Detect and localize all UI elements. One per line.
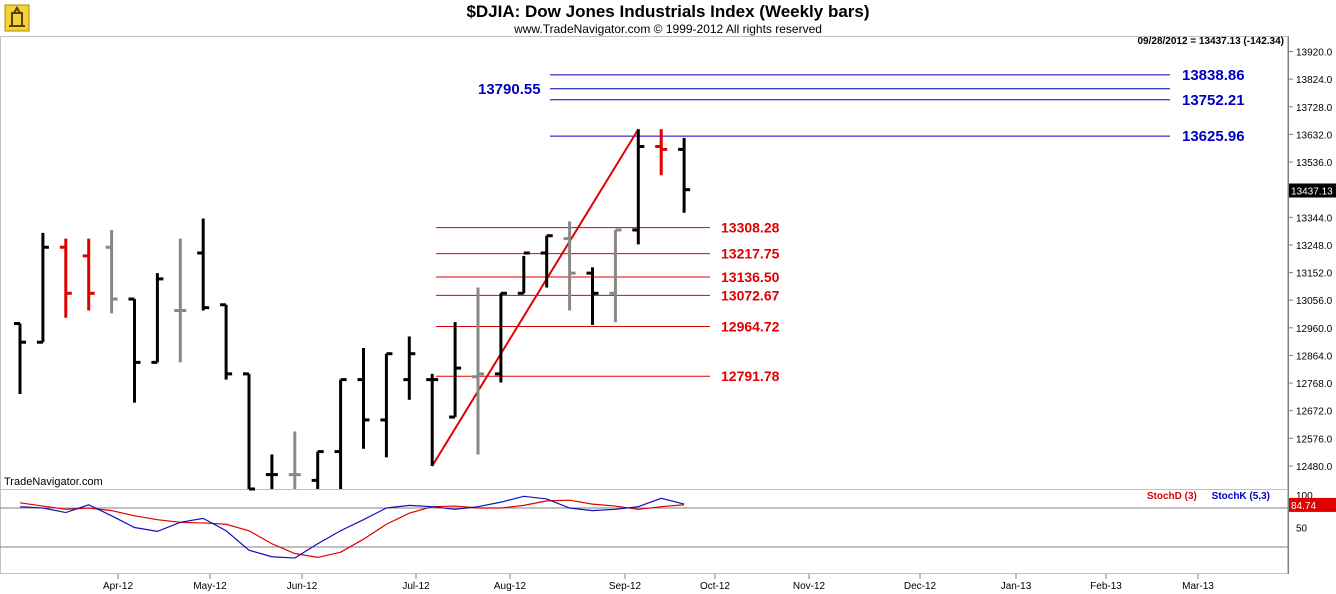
fib-level-label: 13136.50 [721,269,780,285]
ohlc-bar [288,431,301,489]
ohlc-bar [151,273,164,364]
ohlc-bar [311,450,324,489]
ohlc-bar [632,129,645,245]
chart-title: $DJIA: Dow Jones Industrials Index (Week… [466,2,870,21]
ohlc-bar [494,291,507,383]
fib-level-label: 13790.55 [478,81,541,98]
stoch-last-label: 84.74 [1291,501,1316,512]
copyright-line: www.TradeNavigator.com © 1999-2012 All r… [514,22,822,36]
last-price-info: 09/28/2012 = 13437.13 (-142.34) [1137,36,1284,47]
ohlc-bar [403,336,416,400]
ohlc-bar [472,287,484,455]
price-tick-label: 13056.0 [1296,296,1333,307]
ohlc-bar [243,372,255,491]
time-tick-label: Jan-13 [1001,581,1032,592]
fib-level-label: 13838.86 [1182,67,1245,84]
price-tick-label: 12672.0 [1296,407,1333,418]
ohlc-bar [265,454,278,489]
ohlc-bar [14,322,26,395]
fib-level-label: 13752.21 [1182,92,1245,109]
price-tick-label: 13920.0 [1296,48,1333,59]
ohlc-bar [174,238,187,363]
stochk-legend-label: StochK (5,3) [1211,491,1270,502]
ohlc-bar [357,347,370,449]
brand-label: TradeNavigator.com [4,476,103,488]
price-tick-label: 13824.0 [1296,75,1333,86]
price-tick-label: 12768.0 [1296,379,1333,390]
ohlc-bar [36,232,49,344]
time-tick-label: Jul-12 [402,581,430,592]
plot-frame [0,36,1288,574]
time-tick-label: Oct-12 [700,581,730,592]
time-tick-label: Aug-12 [494,581,527,592]
last-price-box [1289,183,1336,198]
price-tick-label: 12576.0 [1296,434,1333,445]
stoch-tick-label: 50 [1296,524,1308,535]
fib-level-label: 13072.67 [721,287,780,303]
time-tick-label: Nov-12 [793,581,826,592]
ohlc-bar [220,303,233,380]
ohlc-bar [59,238,72,318]
price-tick-label: 13152.0 [1296,269,1333,280]
fib-level-label: 12791.78 [721,368,780,384]
fib-level-label: 13625.96 [1182,128,1245,145]
ohlc-bar [380,352,393,458]
stoch-legend: StochD (3) StochK (5,3) [1147,491,1270,502]
ohlc-bar [609,228,622,323]
stoch-tick-label: 100 [1296,491,1313,502]
ohlc-bar [334,378,347,489]
ohlc-bar [105,229,118,314]
price-tick-label: 12864.0 [1296,351,1333,362]
stoch-last-box [1289,497,1336,512]
time-tick-label: Feb-13 [1090,581,1122,592]
fib-level-label: 13217.75 [721,246,780,262]
time-tick-label: Mar-13 [1182,581,1214,592]
time-tick-label: Apr-12 [103,581,133,592]
fib-level-label: 13308.28 [721,220,780,236]
tradenavigator-logo-icon [4,4,30,37]
trend-line [431,128,640,467]
ohlc-bar [128,297,141,403]
time-tick-label: May-12 [193,581,227,592]
ohlc-bar [655,129,668,176]
stochd-legend-label: StochD (3) [1146,491,1197,502]
last-price-label: 13437.13 [1291,186,1333,197]
stochk-line [19,495,685,559]
fib-level-label: 12964.72 [721,318,780,334]
price-tick-label: 13728.0 [1296,103,1333,114]
ohlc-bar [449,322,462,419]
time-tick-label: Jun-12 [287,581,318,592]
ohlc-bar [82,238,95,311]
ohlc-bar [678,137,691,213]
ohlc-bar [586,267,599,325]
ohlc-bar [517,251,530,295]
price-tick-label: 13344.0 [1296,213,1333,224]
price-tick-label: 12480.0 [1296,462,1333,473]
time-tick-label: Dec-12 [904,581,937,592]
time-tick-label: Sep-12 [609,581,642,592]
price-tick-label: 13248.0 [1296,241,1333,252]
price-tick-label: 13632.0 [1296,130,1333,141]
ohlc-bar [197,218,210,311]
price-tick-label: 12960.0 [1296,324,1333,335]
ohlc-bar [540,234,553,288]
ohlc-bar [563,221,576,311]
ohlc-bar [426,373,439,466]
stochd-line [19,499,685,559]
price-tick-label: 13536.0 [1296,158,1333,169]
